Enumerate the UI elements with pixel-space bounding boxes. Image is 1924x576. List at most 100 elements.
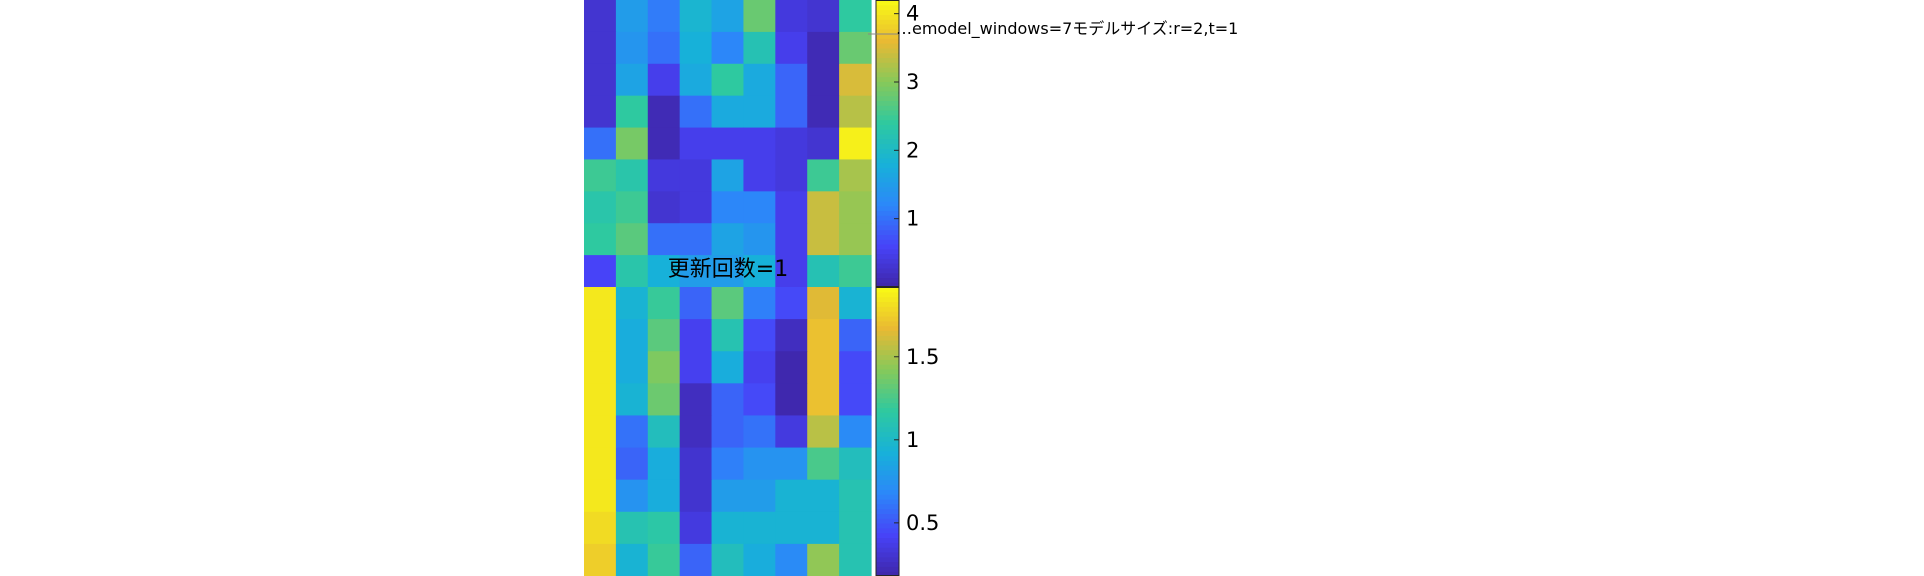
- heatmap-bottom-cell-r7-c0: [584, 511, 617, 545]
- colorbar-bottom-segment: [876, 518, 899, 524]
- heatmap-top-cell-r8-c2: [647, 255, 681, 288]
- heatmap-bottom-cell-r1-c2: [647, 319, 681, 352]
- colorbar-top-segment: [876, 4, 899, 11]
- colorbar-bottom-segment: [876, 455, 899, 461]
- heatmap-top-cell-r5-c7: [807, 159, 840, 192]
- colorbar-top-segment: [876, 28, 899, 35]
- colorbar-top-segment: [876, 181, 899, 188]
- heatmap-top-cell-r2-c0: [584, 63, 617, 97]
- heatmap-bottom-cell-r4-c7: [807, 415, 840, 449]
- colorbar-bottom-tick-label: 0.5: [906, 511, 939, 535]
- heatmap-top-cell-r7-c6: [775, 223, 808, 256]
- heatmap-bottom-cell-r3-c2: [647, 383, 681, 417]
- heatmap-bottom-cell-r5-c4: [711, 447, 745, 481]
- colorbar-bottom-segment: [876, 441, 899, 447]
- heatmap-bottom-cell-r7-c5: [743, 511, 776, 545]
- colorbar-top-segment: [876, 229, 899, 235]
- heatmap-top-cell-r2-c3: [679, 63, 713, 97]
- heatmap-top-cell-r3-c8: [839, 95, 872, 129]
- colorbar-top-segment: [876, 162, 899, 169]
- heatmap-bottom-cell-r2-c0: [584, 351, 617, 384]
- colorbar-top-segment: [876, 66, 899, 73]
- heatmap-bottom-cell-r5-c1: [615, 447, 649, 481]
- heatmap-bottom-cell-r5-c7: [807, 447, 840, 481]
- heatmap-bottom-cell-r0-c8: [839, 287, 872, 320]
- colorbar-bottom-segment: [876, 354, 899, 360]
- heatmap-bottom-cell-r8-c2: [647, 543, 681, 576]
- heatmap-bottom-cell-r8-c3: [679, 543, 713, 576]
- heatmap-bottom-cell-r3-c5: [743, 383, 776, 417]
- colorbar-top-segment: [876, 143, 899, 149]
- colorbar-bottom-segment: [876, 571, 899, 576]
- colorbar-top-segment: [876, 0, 899, 6]
- colorbar-top-segment: [876, 167, 899, 173]
- heatmap-top-cell-r6-c3: [679, 191, 713, 224]
- colorbar-bottom-segment: [876, 470, 899, 476]
- colorbar-top-segment: [876, 76, 899, 82]
- colorbar-bottom-segment: [876, 551, 899, 558]
- heatmap-bottom-cell-r6-c1: [615, 479, 649, 513]
- heatmap-bottom-cell-r7-c7: [807, 511, 840, 545]
- colorbar-top-segment: [876, 234, 899, 240]
- heatmap-bottom-cell-r5-c2: [647, 447, 681, 481]
- heatmap-bottom-cell-r6-c0: [584, 479, 617, 513]
- colorbar-bottom-segment: [876, 407, 899, 413]
- heatmap-bottom-cell-r7-c1: [615, 511, 649, 545]
- colorbar-top-segment: [876, 133, 899, 140]
- heatmap-top-cell-r0-c1: [615, 0, 649, 33]
- colorbar-top-segment: [876, 210, 899, 216]
- colorbar-bottom-segment: [876, 417, 899, 423]
- colorbar-top-segment: [876, 90, 899, 97]
- colorbar-top-tick-label: 3: [906, 70, 919, 94]
- colorbar-top-segment: [876, 253, 899, 259]
- heatmap-top-cell-r8-c0: [584, 255, 617, 288]
- colorbar-bottom-segment: [876, 436, 899, 442]
- heatmap-top-cell-r5-c8: [839, 159, 872, 192]
- colorbar-top-segment: [876, 263, 899, 269]
- colorbar-top-segment: [876, 196, 899, 202]
- colorbar-bottom-segment: [876, 339, 899, 346]
- colorbar-top-segment: [876, 124, 899, 130]
- heatmap-bottom-cell-r2-c6: [775, 351, 808, 384]
- heatmap-bottom-cell-r5-c3: [679, 447, 713, 481]
- colorbar-bottom-segment: [876, 450, 899, 457]
- colorbar-bottom-segment: [876, 465, 899, 471]
- heatmap-top-cell-r3-c1: [615, 95, 649, 129]
- heatmap-bottom-cell-r0-c4: [711, 287, 745, 320]
- colorbar-bottom-segment: [876, 349, 899, 356]
- colorbar-bottom-segment: [876, 368, 899, 375]
- heatmap-top-cell-r3-c6: [775, 95, 808, 129]
- heatmap-top-cell-r7-c5: [743, 223, 776, 256]
- heatmap-top-cell-r7-c7: [807, 223, 840, 256]
- colorbar-top-segment: [876, 19, 899, 25]
- colorbar-top-segment: [876, 71, 899, 78]
- colorbar-top-segment: [876, 176, 899, 183]
- heatmap-top-cell-r2-c5: [743, 63, 776, 97]
- colorbar-top-segment: [876, 282, 899, 288]
- colorbar-bottom-segment: [876, 315, 899, 322]
- heatmap-bottom-cell-r0-c2: [647, 287, 681, 320]
- heatmap-bottom-cell-r4-c0: [584, 415, 617, 449]
- heatmap-bottom-cell-r3-c7: [807, 383, 840, 417]
- heatmap-bottom-cell-r5-c8: [839, 447, 872, 481]
- heatmap-bottom-cell-r6-c6: [775, 479, 808, 513]
- colorbar-top-segment: [876, 191, 899, 197]
- heatmap-top-cell-r4-c8: [839, 127, 872, 161]
- colorbar-bottom-segment: [876, 311, 899, 317]
- colorbar-bottom-segment: [876, 397, 899, 404]
- colorbar-top-segment: [876, 119, 899, 125]
- colorbar-bottom-segment: [876, 474, 899, 481]
- colorbar-bottom-segment: [876, 542, 899, 548]
- colorbar-bottom-segment: [876, 498, 899, 505]
- colorbar-bottom-segment: [876, 561, 899, 567]
- heatmap-bottom-cell-r0-c1: [615, 287, 649, 320]
- heatmap-top-cell-r1-c6: [775, 31, 808, 65]
- colorbar-top-segment: [876, 243, 899, 250]
- heatmap-top-cell-r0-c2: [647, 0, 681, 33]
- heatmap-bottom-cell-r2-c5: [743, 351, 776, 384]
- colorbar-bottom-segment: [876, 508, 899, 514]
- colorbar-top-segment: [876, 47, 899, 54]
- colorbar-bottom-segment: [876, 359, 899, 365]
- heatmap-bottom-cell-r6-c5: [743, 479, 776, 513]
